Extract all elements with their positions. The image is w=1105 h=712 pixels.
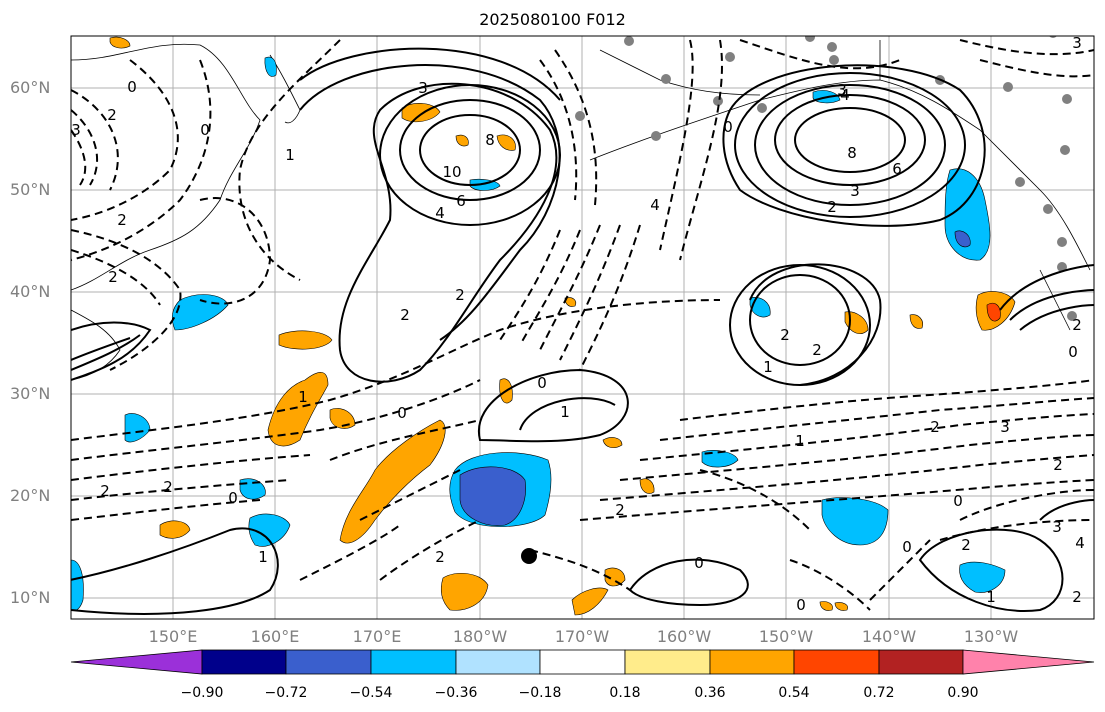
contour-label: 8 [847, 144, 857, 162]
contour-label: 3 [837, 81, 847, 99]
contour-label: 10 [442, 163, 461, 181]
colorbar-tick-label: −0.90 [180, 685, 224, 701]
map-title: 2025080100 F012 [479, 10, 626, 29]
colorbar-tick-label: 0.90 [947, 685, 979, 701]
contour-label: 2 [455, 286, 465, 304]
contour-label: 3 [1052, 518, 1062, 536]
lat-label: 50°N [10, 180, 51, 199]
lat-label: 30°N [10, 384, 51, 403]
colorbar-bin [455, 649, 541, 675]
contour-label: 1 [986, 588, 996, 606]
negative-contours [71, 39, 1094, 611]
lat-label: 40°N [10, 282, 51, 301]
colorbar-bin [285, 649, 372, 675]
colorbar-bin [624, 649, 711, 675]
lat-label: 60°N [10, 78, 51, 97]
contour-label: 0 [902, 538, 912, 556]
contour-label: 1 [285, 146, 295, 164]
contour-label: 6 [456, 192, 466, 210]
contour-labels: 0 3 2 0 1 2 2 3 8 10 6 4 2 2 3 8 6 3 2 4… [71, 34, 1085, 614]
contour-label: 2 [615, 501, 625, 519]
storm-center-marker [521, 548, 537, 564]
colorbar-tick-label: 0.18 [609, 685, 641, 701]
colorbar-extend-low [70, 649, 203, 675]
contour-label: 1 [298, 388, 308, 406]
colorbar-tick-label: −0.18 [518, 685, 562, 701]
colorbar-bin [539, 649, 626, 675]
contour-label: 2 [827, 198, 837, 216]
colorbar-bin [793, 649, 880, 675]
positive-contours [71, 47, 1094, 615]
contour-label: 4 [650, 196, 660, 214]
lat-label: 20°N [10, 486, 51, 505]
lon-label: 170°W [554, 627, 610, 646]
contour-label: 0 [723, 118, 733, 136]
contour-label: 3 [1072, 34, 1082, 52]
contour-label: 0 [537, 374, 547, 392]
contour-label: 1 [258, 548, 268, 566]
contour-label: 8 [485, 131, 495, 149]
contour-label: 6 [892, 160, 902, 178]
contour-label: 0 [200, 121, 210, 139]
contour-label: 3 [418, 79, 428, 97]
contour-label: 3 [1000, 418, 1010, 436]
contour-label: 1 [763, 358, 773, 376]
lon-label: 160°E [250, 627, 300, 646]
contour-label: 1 [560, 403, 570, 421]
lat-label: 10°N [10, 588, 51, 607]
contour-label: 1 [795, 432, 805, 450]
contour-label: 2 [108, 268, 118, 286]
lon-label: 180°W [452, 627, 508, 646]
lon-label: 150°E [148, 627, 198, 646]
contour-label: 4 [840, 86, 850, 104]
contour-label: 2 [812, 341, 822, 359]
contour-label: 2 [961, 536, 971, 554]
contour-label: 0 [694, 554, 704, 572]
contour-label: 2 [1072, 588, 1082, 606]
colorbar-bin [201, 649, 287, 675]
contour-label: 2 [117, 211, 127, 229]
contour-label: 0 [397, 404, 407, 422]
lon-label: 170°E [352, 627, 402, 646]
contour-label: 2 [1053, 456, 1063, 474]
lon-label: 150°W [758, 627, 814, 646]
contour-label: 0 [796, 596, 806, 614]
colorbar-tick-label: −0.54 [349, 685, 393, 701]
colorbar-bin [370, 649, 457, 675]
contour-label: 4 [435, 204, 445, 222]
station-markers [575, 36, 1077, 321]
lon-label: 130°W [963, 627, 1019, 646]
lon-label: 140°W [861, 627, 917, 646]
colorbar-tick-label: −0.36 [434, 685, 478, 701]
contour-label: 2 [1072, 316, 1082, 334]
negative-anomaly-shading [71, 56, 1006, 611]
contour-label: 0 [953, 492, 963, 510]
contour-label: 4 [1075, 534, 1085, 552]
colorbar-tick-label: 0.54 [778, 685, 810, 701]
contour-label: 2 [400, 306, 410, 324]
contour-label: 2 [780, 326, 790, 344]
colorbar [70, 649, 1095, 675]
contour-label: 2 [100, 482, 110, 500]
contour-label: 2 [930, 418, 940, 436]
lon-label: 160°W [656, 627, 712, 646]
colorbar-extend-high [962, 649, 1095, 675]
contour-label: 2 [163, 478, 173, 496]
colorbar-tick-label: 0.72 [863, 685, 895, 701]
colorbar-bin [878, 649, 964, 675]
colorbar-bin [709, 649, 795, 675]
map-area: 0 3 2 0 1 2 2 3 8 10 6 4 2 2 3 8 6 3 2 4… [71, 34, 1094, 619]
contour-label: 0 [228, 489, 238, 507]
map-frame [70, 35, 1095, 620]
colorbar-tick-label: 0.36 [694, 685, 726, 701]
contour-label: 2 [435, 548, 445, 566]
contour-label: 2 [107, 106, 117, 124]
contour-label: 3 [71, 121, 81, 139]
contour-label: 0 [1068, 343, 1078, 361]
contour-label: 0 [127, 78, 137, 96]
contour-label: 3 [850, 182, 860, 200]
colorbar-tick-label: −0.72 [264, 685, 308, 701]
